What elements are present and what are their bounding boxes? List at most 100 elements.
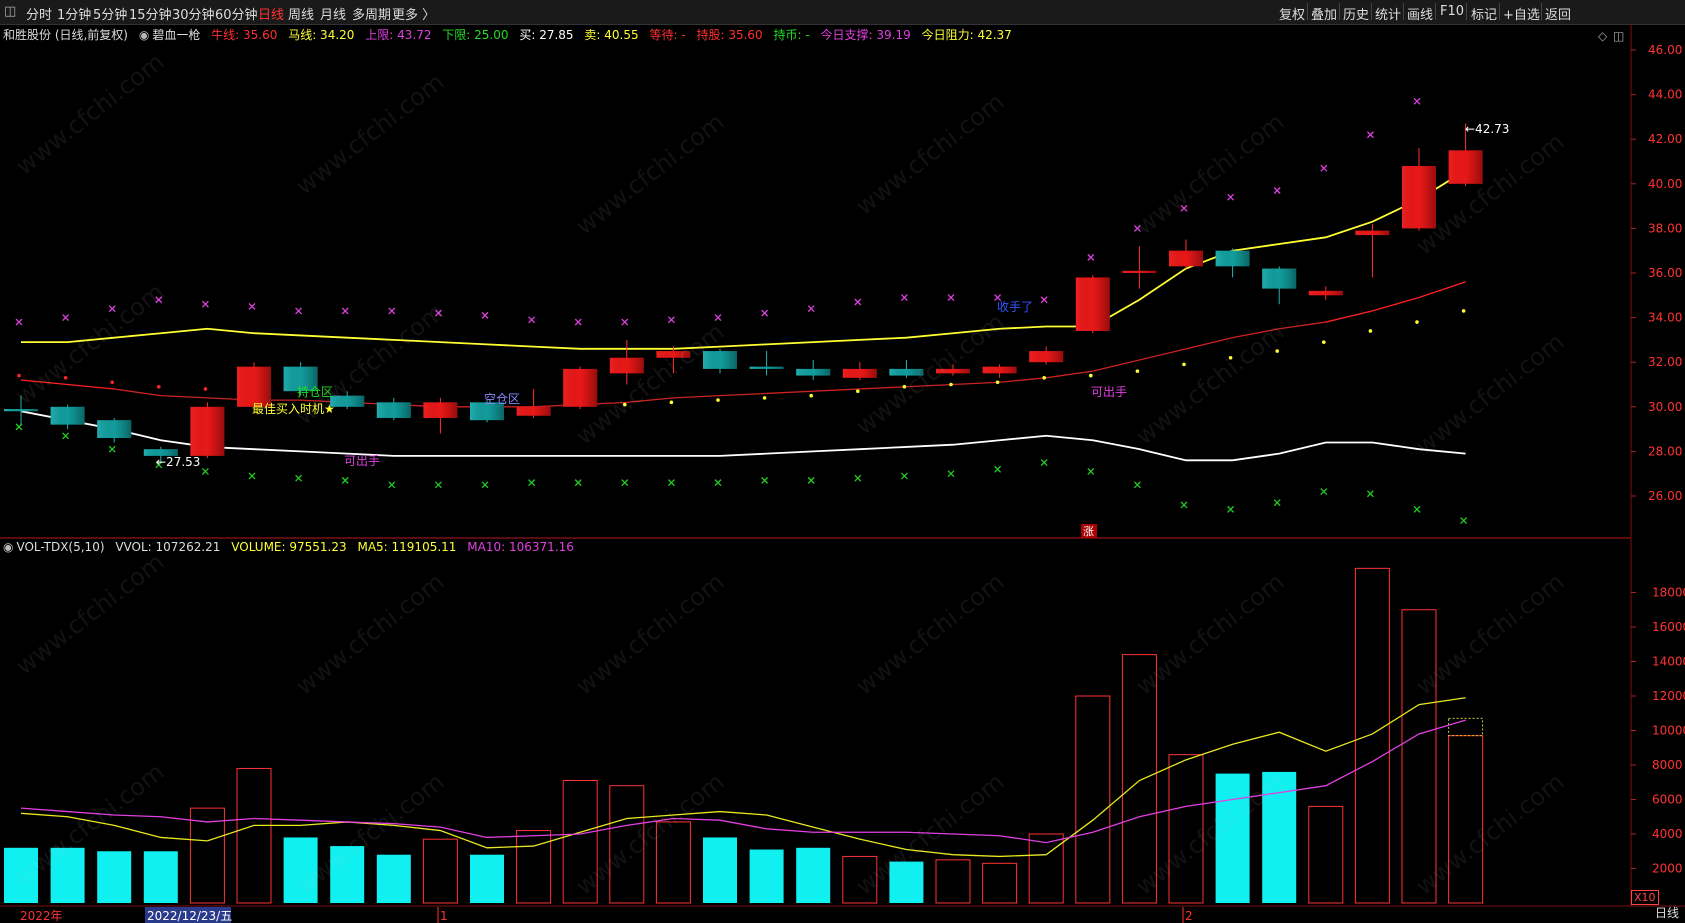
candle-shade <box>97 420 132 439</box>
upper-x-mark <box>295 307 303 315</box>
indicator-collapse-icon[interactable]: ◉ <box>138 28 150 42</box>
volume-bar <box>1354 567 1390 904</box>
candle-shade <box>563 368 598 407</box>
mark-button[interactable]: 标记 <box>1471 8 1498 23</box>
volume-bar <box>1215 773 1250 903</box>
candle-shade <box>936 368 970 374</box>
signal-dot <box>902 384 907 389</box>
empty-zone-label: 空仓区 <box>484 392 520 406</box>
candle-shade <box>283 366 318 392</box>
vol-ma5-value: MA5: 119105.11 <box>357 540 457 554</box>
upper-x-mark <box>1320 164 1328 172</box>
back-button[interactable]: 返回 <box>1545 8 1572 23</box>
volume-scale-badge[interactable]: X10 <box>1631 890 1659 905</box>
volume-bar <box>703 837 737 903</box>
volume-tick-label: 6000 <box>1652 793 1683 807</box>
hold-zone-label: 持仓区 <box>297 384 333 399</box>
volume-bar <box>889 861 924 903</box>
lower-x-mark <box>1273 499 1281 507</box>
trend-line-red <box>20 379 115 390</box>
lower-x-mark <box>621 479 629 487</box>
lower-x-mark <box>900 472 908 480</box>
signal-dot <box>1228 355 1233 360</box>
year-label: 2022年 <box>20 909 63 923</box>
upper-x-mark <box>714 314 722 322</box>
volume-bar <box>1168 754 1204 904</box>
tab-60min[interactable]: 60分钟 <box>215 8 258 23</box>
volume-collapse-icon[interactable]: ◉ <box>3 540 14 554</box>
upper-x-mark <box>667 316 675 324</box>
tab-fenshi[interactable]: 分时 <box>26 8 53 23</box>
candle-shade <box>516 406 551 416</box>
high-price-label: ←42.73 <box>1465 122 1509 136</box>
upper-x-mark <box>761 309 769 317</box>
upper-x-mark <box>388 307 396 315</box>
overlay-button[interactable]: 叠加 <box>1311 8 1338 23</box>
white-band-line <box>20 410 1466 462</box>
indicator-name[interactable]: 碧血一枪 <box>152 28 201 42</box>
upper-x-mark <box>947 294 955 301</box>
volume-bar <box>982 862 1018 904</box>
stats-button[interactable]: 统计 <box>1375 8 1402 23</box>
draw-button[interactable]: 画线 <box>1407 8 1434 23</box>
price-tick-label: 46.00 <box>1648 43 1682 57</box>
tab-weekly[interactable]: 周线 <box>288 8 315 23</box>
month-label-2: 2 <box>1185 909 1193 923</box>
volume-bar <box>330 846 365 903</box>
upper-x-mark <box>155 296 163 304</box>
can-sell-label-2: 可出手 <box>1091 385 1127 399</box>
tab-1min[interactable]: 1分钟 <box>57 8 92 23</box>
price-tick-label: 40.00 <box>1648 177 1682 191</box>
tab-monthly[interactable]: 月线 <box>320 8 347 23</box>
period-indicator-button[interactable]: 日线 <box>1654 906 1679 920</box>
indicator-info-line: 和胜股份 (日线,前复权) ◉ 碧血一枪 牛线: 35.60 马线: 34.20 … <box>0 26 1019 44</box>
tab-30min[interactable]: 30分钟 <box>172 8 215 23</box>
lower-x-mark <box>248 472 256 480</box>
signal-dot <box>1089 373 1093 378</box>
take-profit-label: 收手了 <box>997 300 1033 314</box>
lower-x-mark <box>388 481 396 489</box>
volume-indicator-name[interactable]: VOL-TDX(5,10) <box>16 540 105 554</box>
price-tick-label: 34.00 <box>1648 311 1682 325</box>
best-buy-label: 最佳买入时机★ <box>252 402 335 416</box>
month-label-1: 1 <box>440 909 448 923</box>
signal-dot <box>1275 349 1279 353</box>
volume-bar <box>562 780 598 904</box>
volume-bar <box>1075 695 1111 904</box>
vol-ma5-line <box>20 697 1466 858</box>
signal-dot <box>203 387 208 391</box>
lower-x-mark <box>574 479 582 487</box>
lower-x-mark <box>1320 488 1328 495</box>
signal-dot <box>1415 320 1419 324</box>
upper-x-mark <box>1227 193 1235 201</box>
low-price-label: ←27.53 <box>156 455 200 469</box>
lower-x-mark <box>1133 481 1141 489</box>
volume-bar <box>655 821 691 904</box>
history-button[interactable]: 历史 <box>1343 8 1370 23</box>
upper-x-mark <box>621 318 629 326</box>
tab-multi-period[interactable]: 多周期 <box>352 8 392 23</box>
volume-bar <box>796 847 831 903</box>
tab-15min[interactable]: 15分钟 <box>129 8 172 23</box>
cursor-date-bg <box>145 907 231 923</box>
candle-shade <box>50 406 85 425</box>
tab-5min[interactable]: 5分钟 <box>93 8 128 23</box>
panel-toggle-icon[interactable]: ◫ <box>4 4 17 19</box>
candle-shade <box>749 366 784 369</box>
lower-x-mark <box>201 468 209 475</box>
lower-x-mark <box>854 474 862 482</box>
signal-dot <box>809 393 813 398</box>
tab-more[interactable]: 更多 〉 <box>392 8 436 23</box>
candle-shade <box>237 366 271 407</box>
upper-x-mark <box>248 302 256 310</box>
tab-daily[interactable]: 日线 <box>258 8 285 23</box>
candle-shade <box>1122 270 1157 273</box>
candle-shade <box>190 406 225 456</box>
sell-value: 卖: 40.55 <box>584 28 639 42</box>
add-watchlist-button[interactable]: +自选 <box>1503 8 1540 23</box>
volume-info-line: ◉ VOL-TDX(5,10) VVOL: 107262.21 VOLUME: 9… <box>0 540 581 558</box>
stock-name: 和胜股份 (日线,前复权) <box>3 28 128 42</box>
f10-button[interactable]: F10 <box>1440 4 1465 19</box>
fuquan-button[interactable]: 复权 <box>1279 8 1306 23</box>
